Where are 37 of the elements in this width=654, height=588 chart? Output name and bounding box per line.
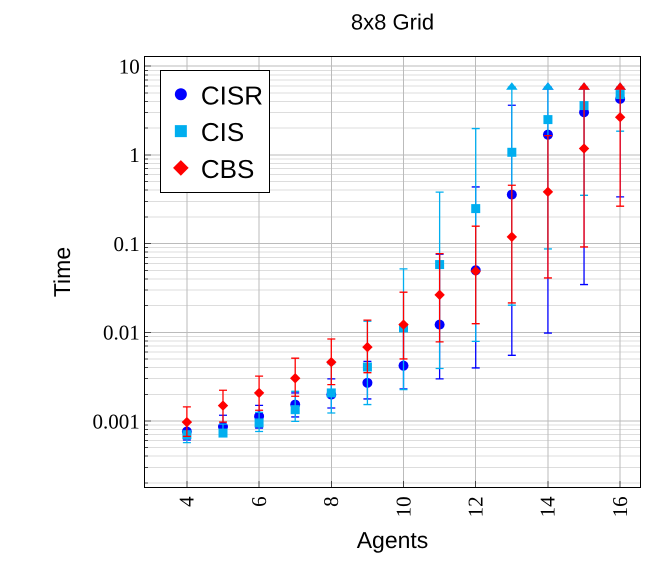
- point: [254, 388, 264, 398]
- point: [506, 232, 518, 242]
- y-tick-label: 1: [129, 143, 140, 168]
- x-tick-label: 6: [246, 496, 271, 507]
- x-tick-label: 14: [536, 496, 560, 518]
- point: [471, 204, 480, 214]
- point: [326, 356, 336, 368]
- y-tick-label: 0.1: [114, 232, 140, 256]
- point: [507, 148, 516, 157]
- point: [326, 388, 336, 398]
- chart-title: 8x8 Grid: [350, 10, 434, 35]
- y-tick-label: 0.001: [92, 409, 140, 434]
- point: [434, 290, 445, 300]
- point: [542, 186, 554, 198]
- point: [290, 405, 300, 414]
- x-axis-title: Agents: [356, 527, 428, 553]
- x-tick-label: 8: [319, 496, 344, 507]
- point: [614, 112, 626, 122]
- point: [218, 400, 228, 411]
- point: [398, 319, 409, 330]
- x-tick-label: 10: [391, 496, 416, 518]
- legend-label: CISR: [200, 80, 263, 110]
- point: [578, 143, 590, 154]
- point: [218, 428, 228, 438]
- x-tick-label: 16: [608, 496, 632, 518]
- legend-label: CIS: [200, 117, 244, 148]
- point: [543, 115, 552, 124]
- point: [362, 342, 373, 352]
- point: [290, 373, 300, 384]
- x-tick-label: 4: [174, 496, 199, 507]
- y-tick-label: 0.01: [103, 320, 140, 345]
- y-tick-label: 10: [118, 54, 140, 79]
- point: [254, 418, 264, 428]
- legend-label: CBS: [200, 154, 254, 184]
- x-tick-label: 12: [464, 496, 488, 518]
- y-axis-title: Time: [49, 246, 75, 298]
- point: [182, 416, 192, 428]
